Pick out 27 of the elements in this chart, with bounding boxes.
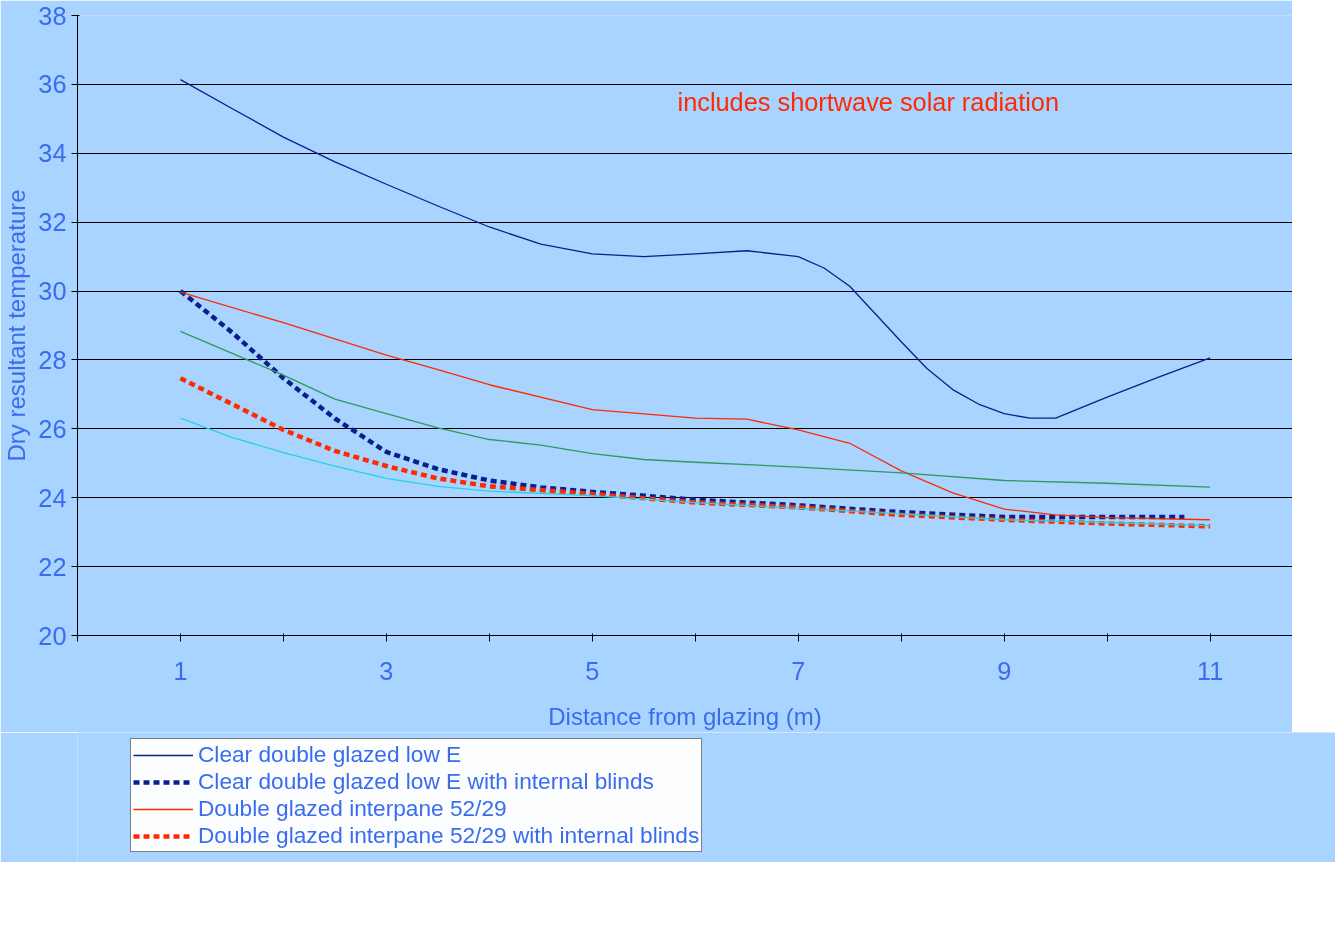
legend-label: Double glazed interpane 52/29 with internal blinds	[198, 822, 700, 849]
y-tick-label: 26	[38, 414, 67, 443]
line-series	[179, 330, 1211, 488]
x-tick-label: 1	[173, 656, 188, 685]
x-tick-label: 7	[791, 656, 806, 685]
y-tick-label: 34	[38, 139, 67, 168]
legend-label: Clear double glazed low E	[198, 741, 462, 768]
y-tick-label: 36	[38, 70, 67, 99]
annotation: includes shortwave solar radiation	[677, 87, 1060, 116]
line-series	[179, 78, 1211, 419]
y-tick-label: 22	[38, 552, 67, 581]
y-tick-label: 38	[38, 1, 67, 30]
y-tick-label: 28	[38, 345, 67, 374]
x-axis-title: Distance from glazing (m)	[548, 702, 822, 730]
y-tick-label: 24	[38, 483, 67, 512]
legend-label: Clear double glazed low E with internal blinds	[198, 768, 654, 795]
line-series	[179, 417, 1211, 527]
x-tick-label: 3	[379, 656, 394, 685]
x-tick-label: 5	[585, 656, 600, 685]
y-tick-label: 20	[38, 621, 67, 650]
x-tick-label: 11	[1196, 656, 1224, 685]
legend-label: Double glazed interpane 52/29	[198, 795, 507, 822]
x-tick-label: 9	[997, 656, 1012, 685]
line-series	[178, 375, 1213, 529]
y-tick-label: 30	[38, 277, 67, 306]
y-tick-label: 32	[38, 208, 67, 237]
y-axis-title: Dry resultant temperature	[3, 189, 31, 462]
